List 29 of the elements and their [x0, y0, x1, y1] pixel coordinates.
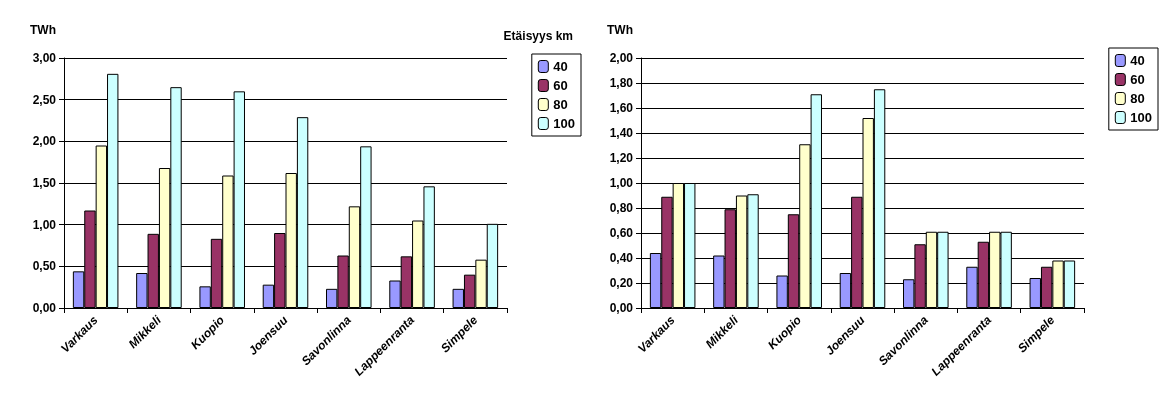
y-tick-label: 0,80	[609, 201, 634, 215]
y-tick-label: 0,40	[609, 251, 634, 265]
y-tick-label: 1,20	[609, 151, 634, 165]
y-tick-label: 0,00	[32, 301, 57, 315]
y-tick-label: 1,80	[609, 76, 634, 90]
y-tick-label: 1,40	[609, 126, 634, 140]
y-tick-label: 2,00	[609, 51, 634, 65]
y-tick-label: 2,00	[32, 134, 57, 149]
y-axis-title: TWh	[607, 23, 633, 37]
legend-label: 40	[1130, 53, 1145, 68]
legend-label: 100	[553, 116, 576, 131]
y-tick-label: 0,50	[32, 259, 57, 274]
legend-title: Etäisyys km	[503, 29, 574, 43]
y-tick-label: 2,50	[32, 92, 57, 107]
y-axis-title: TWh	[30, 23, 56, 37]
y-tick-label: 1,60	[609, 101, 634, 115]
y-tick-label: 0,20	[609, 276, 634, 290]
legend-label: 60	[1130, 72, 1145, 87]
y-tick-label: 1,00	[32, 217, 57, 232]
legend-label: 60	[553, 78, 568, 93]
y-tick-label: 1,00	[609, 176, 634, 190]
y-tick-label: 1,50	[32, 176, 57, 190]
y-tick-label: 0,60	[609, 226, 634, 240]
legend-label: 80	[1130, 91, 1145, 106]
legend-label: 80	[553, 97, 568, 112]
legend-label: 100	[1130, 110, 1153, 125]
legend-label: 40	[553, 59, 568, 74]
y-tick-label: 3,00	[32, 51, 57, 65]
y-tick-label: 0,00	[609, 301, 634, 315]
